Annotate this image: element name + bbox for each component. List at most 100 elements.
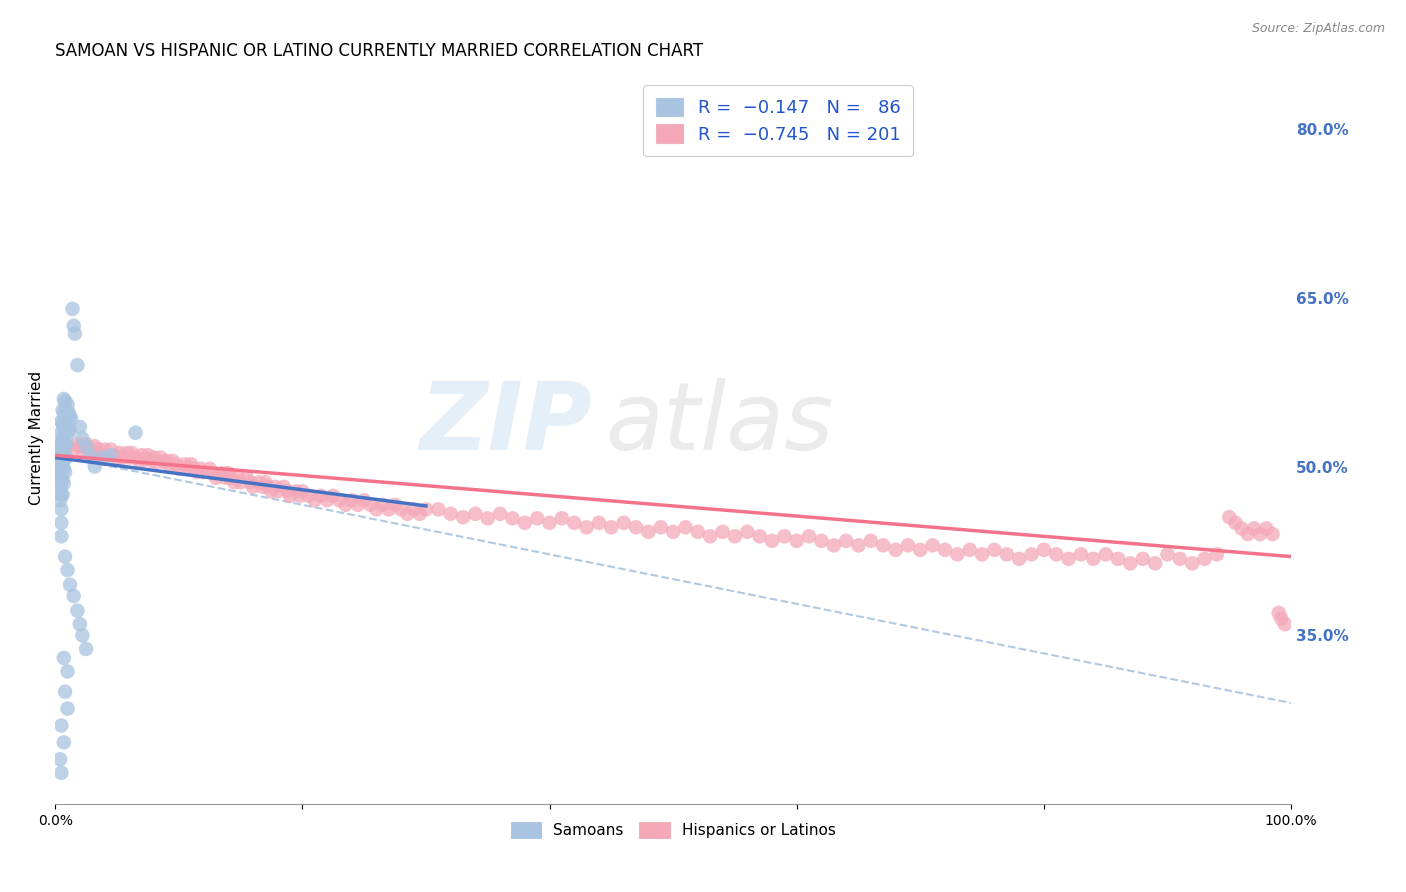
Point <box>52 431 75 445</box>
Point <box>897 538 920 552</box>
Point <box>56 701 79 715</box>
Point <box>180 457 202 471</box>
Point <box>526 511 548 525</box>
Point <box>53 465 76 479</box>
Point <box>134 452 156 467</box>
Point <box>1032 542 1054 557</box>
Point <box>1144 557 1167 571</box>
Point <box>112 450 135 465</box>
Point <box>699 529 721 543</box>
Point <box>66 358 89 372</box>
Point <box>91 450 114 465</box>
Point <box>501 511 523 525</box>
Point <box>48 454 70 468</box>
Point <box>56 428 79 442</box>
Point <box>51 718 73 732</box>
Point <box>347 498 370 512</box>
Point <box>340 493 363 508</box>
Point <box>131 448 153 462</box>
Point <box>53 684 76 698</box>
Point <box>51 516 73 530</box>
Point <box>252 480 274 494</box>
Point <box>823 538 845 552</box>
Point <box>167 462 190 476</box>
Point <box>198 462 221 476</box>
Point <box>45 471 67 485</box>
Point <box>1156 547 1178 561</box>
Point <box>62 301 84 316</box>
Point <box>51 425 73 440</box>
Point <box>174 457 197 471</box>
Point <box>1230 521 1253 535</box>
Point <box>910 542 932 557</box>
Point <box>128 454 150 468</box>
Point <box>108 446 131 460</box>
Point <box>575 520 598 534</box>
Point <box>848 538 870 552</box>
Point <box>662 524 685 539</box>
Point <box>75 439 97 453</box>
Point <box>75 641 97 656</box>
Point <box>934 542 956 557</box>
Point <box>59 409 82 423</box>
Point <box>1070 547 1092 561</box>
Point <box>1249 527 1271 541</box>
Point <box>87 442 110 457</box>
Point <box>235 471 257 485</box>
Point <box>52 476 75 491</box>
Point <box>551 511 574 525</box>
Point <box>93 442 115 457</box>
Point <box>183 462 205 476</box>
Point <box>62 318 84 333</box>
Point <box>115 446 138 460</box>
Point <box>141 454 163 468</box>
Point <box>1094 547 1116 561</box>
Point <box>264 480 287 494</box>
Point <box>193 465 215 479</box>
Point <box>297 489 319 503</box>
Point <box>384 498 406 512</box>
Point <box>55 450 77 465</box>
Point <box>49 752 72 766</box>
Point <box>49 493 72 508</box>
Point <box>1237 527 1260 541</box>
Point <box>217 467 239 481</box>
Text: atlas: atlas <box>605 378 834 469</box>
Point <box>359 498 381 512</box>
Point <box>1021 547 1043 561</box>
Point <box>219 471 242 485</box>
Point <box>79 448 101 462</box>
Point <box>921 538 943 552</box>
Point <box>69 420 91 434</box>
Point <box>55 437 77 451</box>
Point <box>118 450 141 465</box>
Point <box>477 511 499 525</box>
Point <box>83 439 105 453</box>
Point <box>51 765 73 780</box>
Point <box>58 405 80 419</box>
Point <box>51 439 73 453</box>
Point <box>51 529 73 543</box>
Point <box>205 471 228 485</box>
Point <box>427 502 450 516</box>
Point <box>711 524 734 539</box>
Point <box>79 442 101 457</box>
Point <box>786 533 808 548</box>
Point <box>59 424 82 438</box>
Point <box>322 489 344 503</box>
Point <box>96 448 118 462</box>
Point <box>686 524 709 539</box>
Point <box>56 412 79 426</box>
Point <box>266 484 288 499</box>
Point <box>51 450 73 465</box>
Point <box>872 538 894 552</box>
Point <box>773 529 796 543</box>
Point <box>52 459 75 474</box>
Point <box>69 617 91 632</box>
Point <box>1181 557 1204 571</box>
Point <box>600 520 623 534</box>
Y-axis label: Currently Married: Currently Married <box>30 371 44 506</box>
Point <box>202 467 225 481</box>
Point <box>316 493 339 508</box>
Point <box>1274 617 1296 632</box>
